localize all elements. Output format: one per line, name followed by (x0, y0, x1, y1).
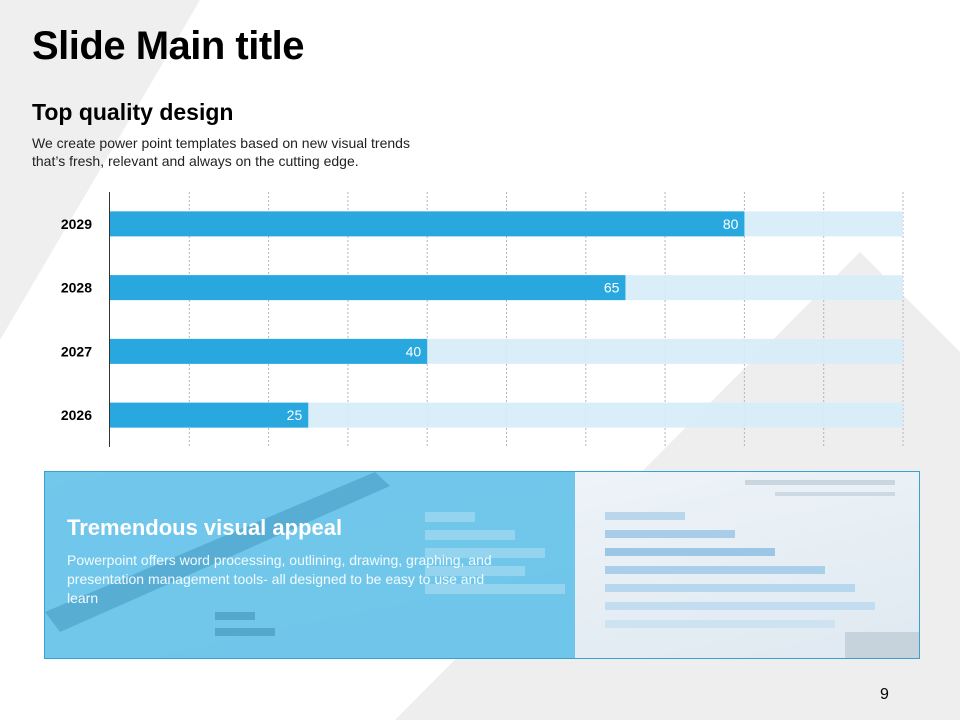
bar-2028 (110, 275, 626, 301)
category-label: 2027 (61, 343, 92, 359)
document-chart-illustration (605, 480, 919, 658)
chart-bars: 80 2029 65 2028 40 2027 25 2026 (61, 211, 903, 428)
page-number: 9 (880, 686, 889, 703)
bg-shape-top-left (0, 0, 200, 340)
data-label: 65 (604, 280, 620, 296)
description-line: that’s fresh, relevant and always on the… (32, 153, 359, 169)
bar-2027 (110, 338, 428, 364)
description-line: We create power point templates based on… (32, 135, 410, 151)
category-label: 2028 (61, 280, 92, 296)
banner-heading: Tremendous visual appeal (67, 515, 343, 540)
slide-description: We create power point templates based on… (32, 134, 492, 170)
data-label: 25 (287, 407, 303, 423)
category-label: 2026 (61, 407, 92, 423)
data-label: 80 (723, 216, 739, 232)
pen-shape (45, 472, 390, 632)
slide-subtitle: Top quality design (32, 99, 234, 125)
slide-title: Slide Main title (32, 24, 305, 68)
data-label: 40 (406, 343, 422, 359)
bar-2026 (110, 402, 309, 428)
feature-banner: Tremendous visual appeal Powerpoint offe… (44, 471, 920, 659)
banner-text: Powerpoint offers word processing, outli… (67, 552, 492, 606)
bar-chart: 80 2029 65 2028 40 2027 25 2026 (61, 192, 904, 447)
overlay-chart-illustration (215, 512, 565, 636)
bar-2029 (110, 211, 745, 237)
category-label: 2029 (61, 216, 92, 232)
banner-image (45, 472, 919, 658)
